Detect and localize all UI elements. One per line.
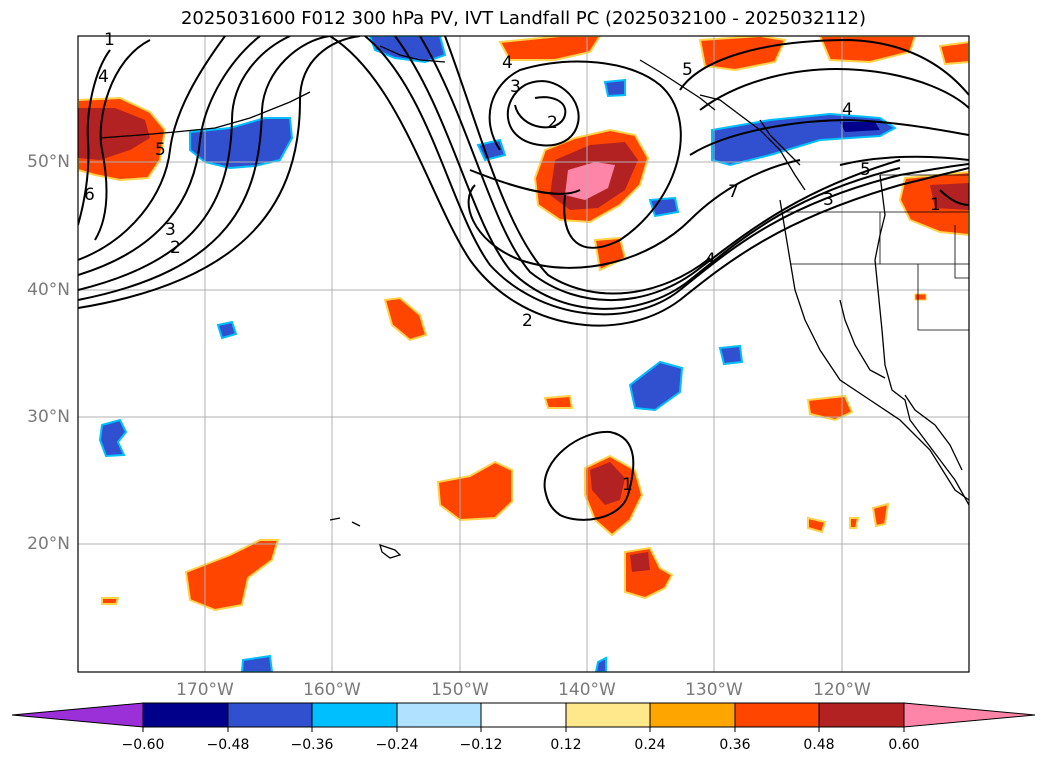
colorbar-tick-label: 0.36 <box>719 737 751 753</box>
contour-label-group: 1 4 5 6 3 2 4 3 2 5 4 7 5 3 1 4 2 1 <box>84 30 941 495</box>
contour-label: 2 <box>547 113 558 133</box>
contour-label: 1 <box>930 195 941 215</box>
shade-blue-n1 <box>189 117 294 170</box>
contour-label: 4 <box>502 53 513 73</box>
colorbar-tick-label: −0.60 <box>121 737 165 753</box>
map-title: 2025031600 F012 300 hPa PV, IVT Landfall… <box>180 8 867 29</box>
colorbar-bin <box>734 702 820 728</box>
shade-blue-mid3 <box>628 360 684 412</box>
contour-label: 3 <box>823 190 834 210</box>
contour-label: 1 <box>104 30 115 50</box>
contour-label: 2 <box>522 311 533 331</box>
contour-label: 3 <box>510 77 521 97</box>
colorbar-tick-label: −0.12 <box>459 737 503 753</box>
colorbar-tick-label: −0.48 <box>206 737 250 753</box>
shade-darkred-low2 <box>590 462 625 505</box>
lat-label-50n: 50°N <box>27 152 70 172</box>
colorbar-bin <box>142 702 229 728</box>
contour-label: 4 <box>705 250 716 270</box>
shade-blue-mid4 <box>98 418 128 458</box>
contour-label: 5 <box>860 160 871 180</box>
colorbar-bin <box>311 702 398 728</box>
shade-red-mid3 <box>806 394 854 422</box>
ivt-contours <box>78 36 969 521</box>
contour-label: 6 <box>84 185 95 205</box>
shade-red-top3 <box>818 36 917 64</box>
shade-blue-small1 <box>476 138 507 162</box>
contour-label: 5 <box>155 140 166 160</box>
shade-blue-bottom1 <box>240 654 274 672</box>
colorbar-tick-label: 0.60 <box>888 737 920 753</box>
colorbar-tick-label: 0.12 <box>550 737 582 753</box>
shade-red-low8 <box>101 597 120 605</box>
shade-red-low5 <box>807 516 827 534</box>
colorbar-bin <box>649 702 736 728</box>
shade-blue-top <box>368 36 447 64</box>
colorbar-extend-left <box>11 702 144 728</box>
lon-label-140w: 140°W <box>558 680 616 700</box>
colorbar-ticks <box>142 727 905 732</box>
colorbar-tick-label: −0.36 <box>290 737 334 753</box>
colorbar-bin <box>227 702 313 728</box>
contour-label: 2 <box>170 238 181 258</box>
contour-label: 3 <box>165 220 176 240</box>
shade-red-low3 <box>184 539 280 612</box>
contour-label: 7 <box>728 182 739 202</box>
shade-darkred-nw <box>78 108 150 160</box>
lat-label-40n: 40°N <box>27 280 70 300</box>
lon-label-160w: 160°W <box>303 680 361 700</box>
borders <box>785 174 969 331</box>
plot-frame <box>77 35 970 673</box>
pv-shading <box>78 36 969 672</box>
colorbar-bin <box>396 702 482 728</box>
lon-label-170w: 170°W <box>176 680 234 700</box>
colorbar-tick-label: 0.24 <box>634 737 666 753</box>
colorbar-bin <box>565 702 651 728</box>
shade-blue-small3 <box>603 78 626 98</box>
shade-darkred-low4 <box>630 552 650 572</box>
shade-red-small2 <box>914 293 927 301</box>
shade-blue-bottom2 <box>594 656 607 672</box>
shade-red-top1 <box>498 36 602 61</box>
contour-label: 1 <box>622 475 633 495</box>
lon-label-120w: 120°W <box>813 680 871 700</box>
lon-label-130w: 130°W <box>685 680 743 700</box>
shade-red-low1 <box>436 460 513 522</box>
colorbar <box>11 702 1036 732</box>
colorbar-bin <box>480 702 567 728</box>
colorbar-tick-label: −0.24 <box>375 737 419 753</box>
shade-red-top4 <box>938 40 969 66</box>
contour-label: 4 <box>98 67 109 87</box>
colorbar-tick-label: 0.48 <box>803 737 835 753</box>
lon-label-150w: 150°W <box>431 680 489 700</box>
shade-blue-mid1 <box>216 320 238 340</box>
shade-red-low6 <box>849 517 860 529</box>
contour-label: 4 <box>842 100 853 120</box>
colorbar-bin <box>818 702 905 728</box>
contour-label: 5 <box>682 60 693 80</box>
shade-red-mid <box>383 296 428 342</box>
lat-label-30n: 30°N <box>27 407 70 427</box>
shade-darkblue-ne <box>840 122 880 132</box>
colorbar-extend-right <box>903 702 1036 728</box>
shade-blue-mid2 <box>718 344 744 366</box>
lat-label-20n: 20°N <box>27 534 70 554</box>
shade-red-low7 <box>871 502 890 528</box>
shade-red-mid2 <box>543 394 574 409</box>
coastlines <box>99 45 969 559</box>
gridlines <box>78 36 969 672</box>
